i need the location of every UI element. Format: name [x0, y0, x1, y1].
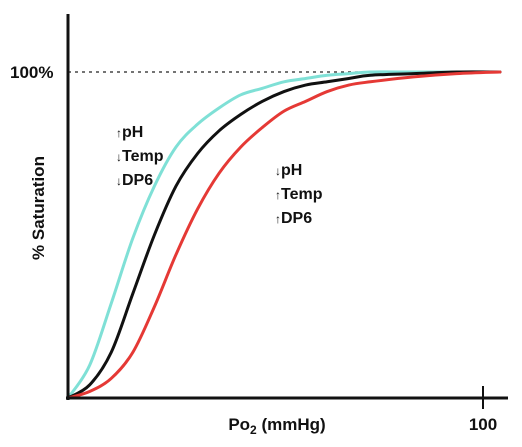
- curves-group: [66, 70, 502, 400]
- annotation-right-line-1: ↓pH: [275, 162, 302, 179]
- arrow-glyph: ↑: [116, 126, 122, 140]
- annotation-left-line-2: ↓Temp: [116, 148, 164, 165]
- series-line-3: [66, 70, 502, 400]
- annotation-right: ↓pH ↑Temp ↑DP6: [275, 162, 323, 227]
- arrow-glyph: ↓: [116, 174, 122, 188]
- x-axis-label-unit: (mmHg): [257, 415, 326, 434]
- annotation-right-line-2: ↑Temp: [275, 186, 323, 203]
- annotation-left-line-1: ↑pH: [116, 124, 143, 141]
- y-axis-label: % Saturation: [29, 156, 48, 260]
- arrow-glyph: ↑: [275, 188, 281, 202]
- series-line-2: [66, 70, 502, 400]
- x-axis-label-subscript: 2: [250, 423, 257, 437]
- arrow-glyph: ↑: [275, 212, 281, 226]
- x-tick-label-100: 100: [469, 415, 497, 434]
- arrow-glyph: ↓: [275, 164, 281, 178]
- arrow-glyph: ↓: [116, 150, 122, 164]
- y-ref-label-100: 100%: [10, 63, 53, 82]
- x-axis-label-base: Po: [228, 415, 250, 434]
- annotation-left: ↑pH ↓Temp ↓DP6: [116, 124, 164, 189]
- annotation-left-line-3: ↓DP6: [116, 172, 153, 189]
- series-line-1: [66, 70, 502, 400]
- x-axis-label: Po2 (mmHg): [228, 415, 325, 437]
- annotation-right-line-3: ↑DP6: [275, 210, 312, 227]
